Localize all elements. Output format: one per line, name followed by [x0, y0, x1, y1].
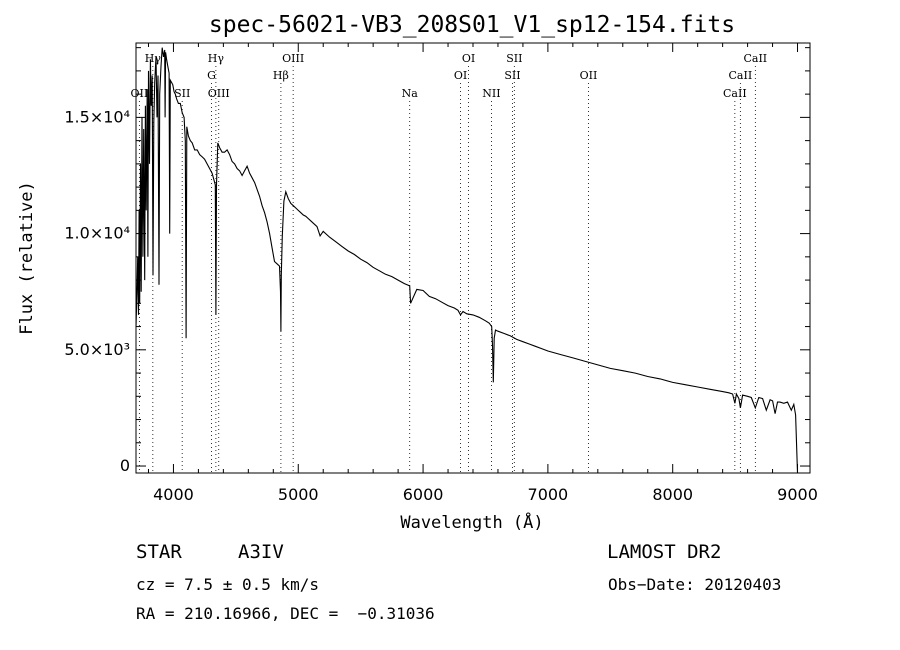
line-marker-label: Hγ: [208, 52, 225, 65]
line-marker-label: Na: [402, 87, 419, 100]
line-marker-label: OII: [131, 87, 149, 100]
line-marker-label: SII: [506, 52, 522, 65]
plot-frame: [135, 42, 811, 474]
line-marker-label: OIII: [282, 52, 304, 65]
chart-title: spec-56021-VB3_208S01_V1_sp12-154.fits: [209, 12, 735, 38]
y-tick-label: 1.5×10⁴: [64, 107, 130, 126]
y-axis-label: Flux (relative): [17, 181, 37, 335]
y-tick-label: 5.0×10³: [64, 340, 130, 359]
line-marker-label: OII: [580, 69, 598, 82]
y-tick-label: 1.0×10⁴: [64, 224, 130, 243]
line-marker-label: SII: [504, 69, 520, 82]
line-marker-label: OI: [462, 52, 475, 65]
line-marker-label: OI: [454, 69, 467, 82]
coordinates: RA = 210.16966, DEC = −0.31036: [136, 604, 435, 623]
x-tick-label: 8000: [652, 485, 693, 504]
x-axis-ticks: 4000 5000 6000 7000 8000 9000: [147, 43, 818, 504]
object-type: STAR: [136, 541, 182, 563]
obs-date: Obs−Date: 20120403: [608, 575, 782, 594]
y-axis-ticks: 0 5.0×10³ 1.0×10⁴ 1.5×10⁴: [64, 47, 810, 475]
y-tick-label: 0: [120, 456, 130, 475]
line-marker-label: CaII: [743, 52, 767, 65]
line-marker-label: OIII: [208, 87, 230, 100]
line-marker-label: SII: [174, 87, 190, 100]
line-marker-label: CaII: [723, 87, 747, 100]
subclass: A3IV: [238, 541, 284, 563]
line-marker-label: CaII: [729, 69, 753, 82]
x-tick-label: 6000: [403, 485, 444, 504]
survey-name: LAMOST DR2: [607, 541, 722, 563]
line-marker-label: G: [207, 69, 216, 82]
x-tick-label: 4000: [153, 485, 194, 504]
line-marker-label: NII: [482, 87, 500, 100]
line-marker-label: Hβ: [273, 69, 289, 82]
line-marker-label: Hγ: [145, 52, 162, 65]
redshift-cz: cz = 7.5 ± 0.5 km/s: [136, 575, 320, 594]
emission-line-markers: OII Hγ SII Hγ G OIII OIII Hβ Na OI OI NII SII SII OII C…: [131, 52, 767, 473]
x-axis-label: Wavelength (Å): [400, 511, 543, 533]
x-tick-label: 9000: [777, 485, 818, 504]
x-tick-label: 7000: [528, 485, 569, 504]
flux-series-line: [135, 47, 799, 474]
x-tick-label: 5000: [278, 485, 319, 504]
